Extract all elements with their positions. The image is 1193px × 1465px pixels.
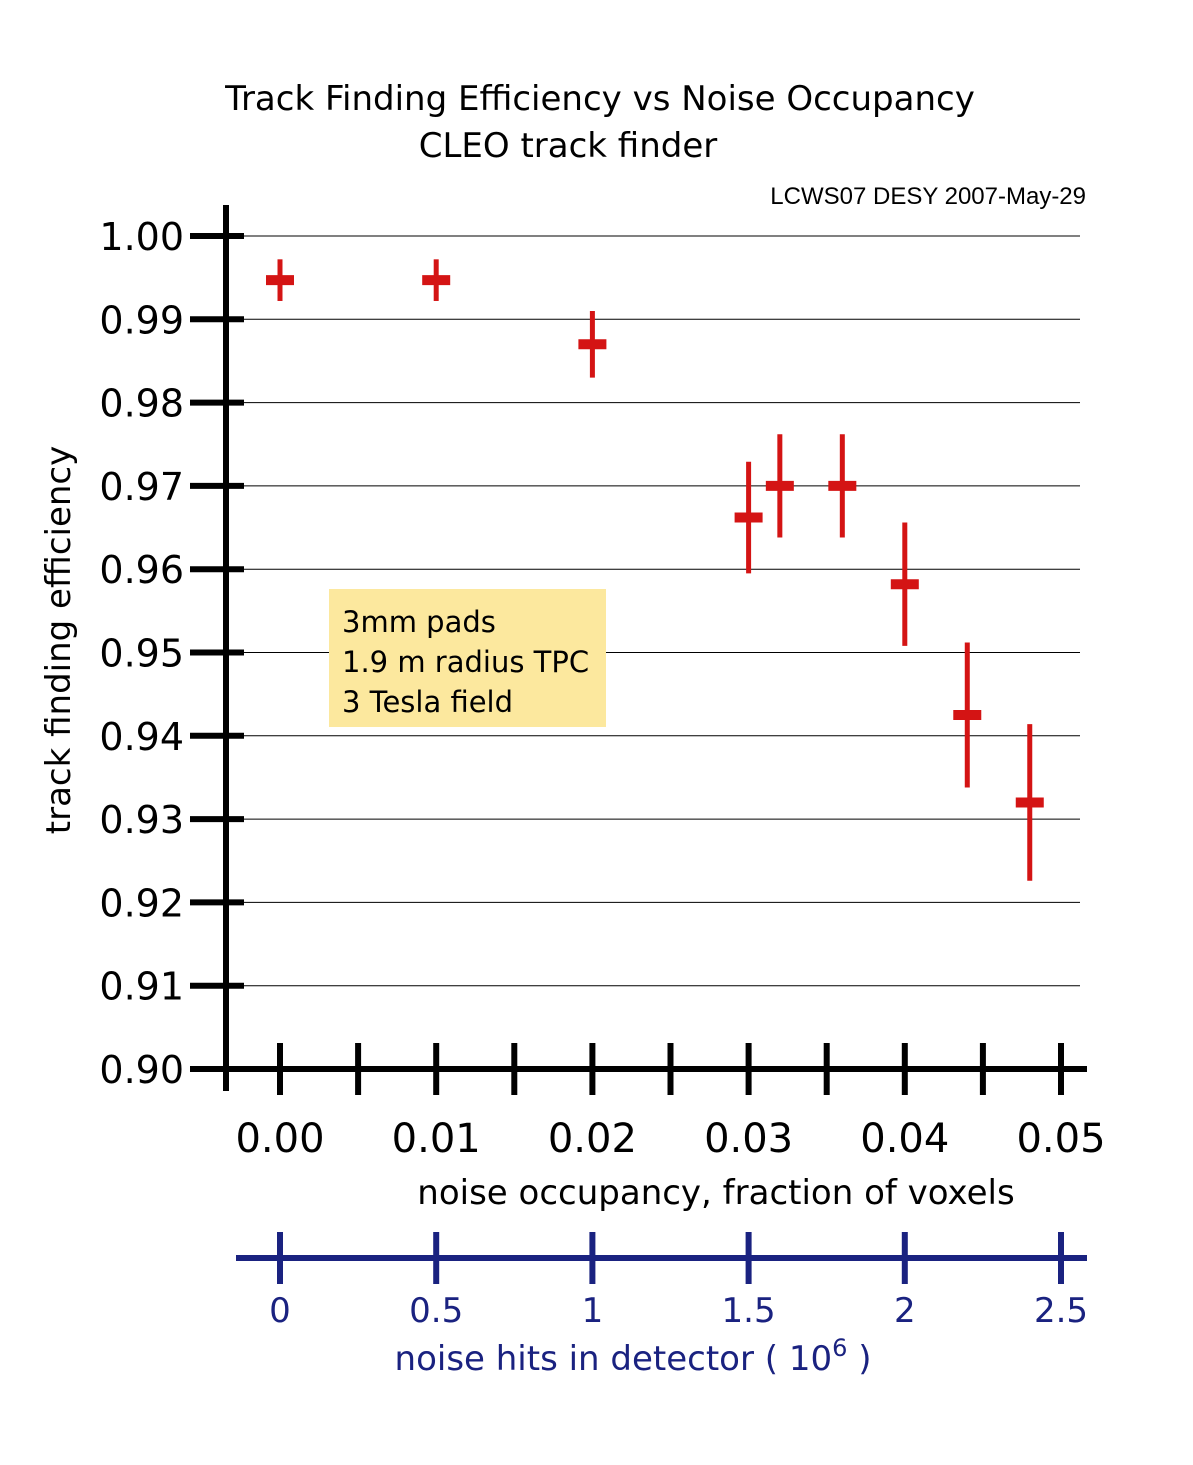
secondary-tick-label: 0 (269, 1291, 291, 1331)
secondary-axis-label: noise hits in detector ( 106 ) (395, 1334, 872, 1379)
secondary-axis-label-suffix: ) (847, 1339, 871, 1379)
y-axis-label: track finding efficiency (39, 446, 79, 834)
chart-note: LCWS07 DESY 2007-May-29 (770, 183, 1086, 210)
y-axis: 1.00 0.99 0.98 0.97 0.96 0.95 0.94 0.93 0.92 0.91… (99, 205, 244, 1092)
data-point (1015, 724, 1044, 881)
annotation-box: 3mm pads 1.9 m radius TPC 3 Tesla field (329, 589, 606, 727)
y-tick-label: 1.00 (99, 215, 184, 259)
data-point (828, 434, 857, 538)
x-tick-label: 0.03 (704, 1116, 793, 1162)
y-tick-label: 0.99 (99, 298, 184, 342)
annotation-background (329, 589, 606, 727)
data-point (890, 522, 919, 646)
data-point (578, 310, 607, 378)
data-point (266, 259, 294, 301)
secondary-tick-label: 2 (894, 1291, 916, 1331)
y-tick-label: 0.93 (99, 798, 184, 842)
annotation-line-3: 3 Tesla field (342, 685, 513, 719)
secondary-tick-label: 2.5 (1034, 1291, 1088, 1331)
annotation-line-1: 3mm pads (342, 605, 496, 639)
annotation-line-2: 1.9 m radius TPC (342, 645, 589, 679)
y-tick-label: 0.98 (99, 382, 184, 426)
x-tick-label: 0.02 (548, 1116, 637, 1162)
y-tick-label: 0.97 (99, 465, 184, 509)
y-tick-label: 0.91 (99, 965, 184, 1009)
secondary-tick-label: 0.5 (409, 1291, 463, 1331)
secondary-x-axis: 0 0.5 1 1.5 2 2.5 (236, 1232, 1088, 1331)
x-tick-label: 0.05 (1016, 1116, 1105, 1162)
secondary-axis-label-prefix: noise hits in detector ( 10 (395, 1339, 833, 1379)
y-tick-label: 0.94 (99, 715, 184, 759)
chart-subtitle: CLEO track finder (419, 126, 718, 166)
data-point (765, 434, 794, 538)
secondary-tick-label: 1.5 (722, 1291, 776, 1331)
x-axis-label: noise occupancy, fraction of voxels (417, 1173, 1014, 1213)
x-tick-label: 0.04 (860, 1116, 949, 1162)
x-tick-label: 0.00 (235, 1116, 324, 1162)
x-axis: 0.00 0.01 0.02 0.03 0.04 0.05 (190, 1043, 1106, 1162)
y-tick-label: 0.90 (99, 1048, 184, 1092)
y-tick-label: 0.96 (99, 548, 184, 592)
data-point (734, 461, 763, 574)
secondary-tick-label: 1 (582, 1291, 604, 1331)
data-point (422, 259, 451, 301)
data-point (953, 642, 982, 788)
x-tick-label: 0.01 (392, 1116, 481, 1162)
data-points (266, 259, 1044, 881)
y-tick-label: 0.92 (99, 881, 184, 925)
y-tick-label: 0.95 (99, 632, 184, 676)
chart-title: Track Finding Efficiency vs Noise Occupa… (224, 79, 975, 119)
secondary-axis-label-exponent: 6 (832, 1334, 847, 1362)
